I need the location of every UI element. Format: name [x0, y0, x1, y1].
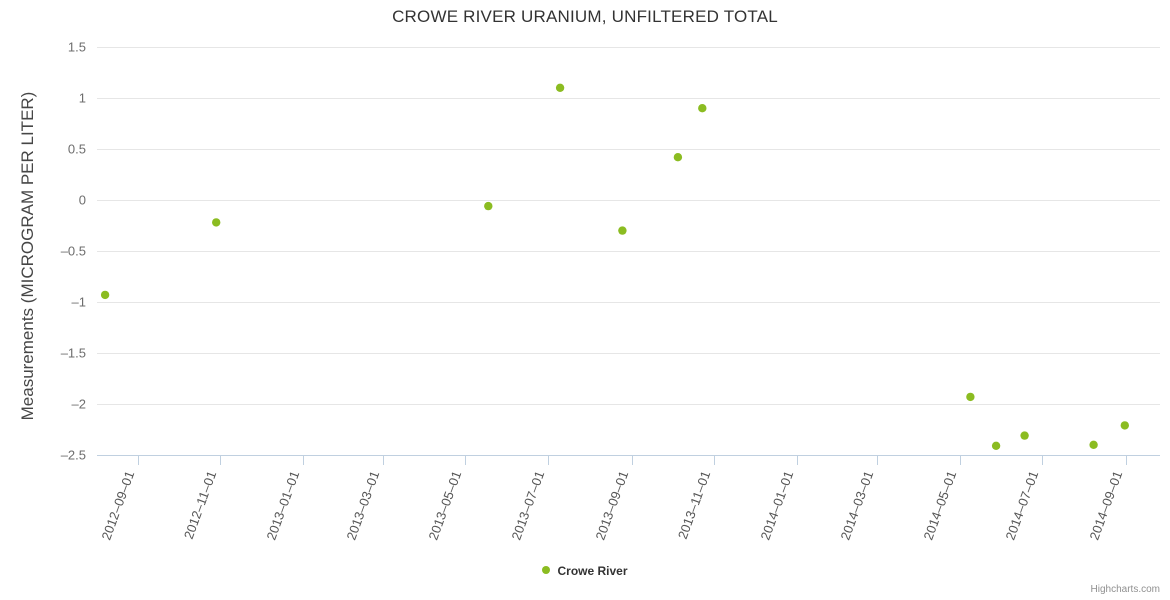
data-point[interactable]	[1089, 440, 1098, 449]
x-tick-label: 2014–03–01	[837, 469, 876, 542]
y-axis-tick-labels: 1.5 1 0.5 0 –0.5 –1 –1.5 –2 –2.5	[61, 40, 86, 463]
x-axis-tick-labels: 2012–09–01 2012–11–01 2013–01–01 2013–03–01…	[98, 469, 1125, 542]
data-point[interactable]	[991, 441, 1001, 450]
gridlines	[97, 47, 1160, 405]
y-tick-label: –1.5	[61, 346, 86, 361]
y-tick-label: 0	[79, 193, 86, 208]
x-tick-label: 2014–05–01	[920, 469, 959, 542]
data-point[interactable]	[100, 290, 110, 300]
x-tick-label: 2013–01–01	[263, 469, 302, 542]
series-points[interactable]	[100, 83, 1130, 450]
y-tick-label: –0.5	[61, 244, 86, 259]
data-point[interactable]	[1120, 421, 1130, 430]
x-tick-label: 2012–09–01	[98, 469, 137, 542]
data-point[interactable]	[618, 226, 627, 235]
x-tick-label: 2013–07–01	[508, 469, 547, 542]
chart-title: CROWE RIVER URANIUM, UNFILTERED TOTAL	[392, 7, 778, 26]
x-tick-label: 2013–03–01	[343, 469, 382, 542]
x-tick-label: 2014–07–01	[1002, 469, 1041, 542]
y-tick-label: 1	[79, 91, 86, 106]
x-tick-label: 2013–05–01	[425, 469, 464, 542]
y-tick-label: –1	[72, 295, 86, 310]
data-point[interactable]	[212, 218, 221, 227]
y-axis-title: Measurements (MICROGRAM PER LITER)	[18, 91, 37, 421]
legend-item-label: Crowe River	[557, 564, 628, 578]
data-point[interactable]	[555, 83, 565, 93]
data-point[interactable]	[966, 392, 975, 402]
legend-marker-icon	[542, 566, 551, 574]
x-tick-label: 2013–11–01	[675, 469, 713, 541]
data-point[interactable]	[484, 201, 493, 211]
data-point[interactable]	[1020, 431, 1029, 440]
legend-item-crowe-river[interactable]: Crowe River	[542, 563, 628, 578]
x-tick-label: 2013–09–01	[592, 469, 631, 542]
x-tick-label: 2012–11–01	[181, 469, 219, 541]
data-point[interactable]	[673, 153, 683, 162]
y-tick-label: 1.5	[68, 40, 86, 55]
data-point[interactable]	[698, 104, 707, 113]
chart-legend: Crowe River	[0, 563, 1170, 578]
x-tick-label: 2014–09–01	[1086, 469, 1125, 542]
y-tick-label: 0.5	[68, 142, 86, 157]
y-tick-label: –2.5	[61, 448, 86, 463]
x-axis	[97, 455, 1160, 465]
y-tick-label: –2	[72, 397, 86, 412]
credits-link[interactable]: Highcharts.com	[1090, 584, 1160, 595]
x-tick-label: 2014–01–01	[757, 469, 796, 542]
